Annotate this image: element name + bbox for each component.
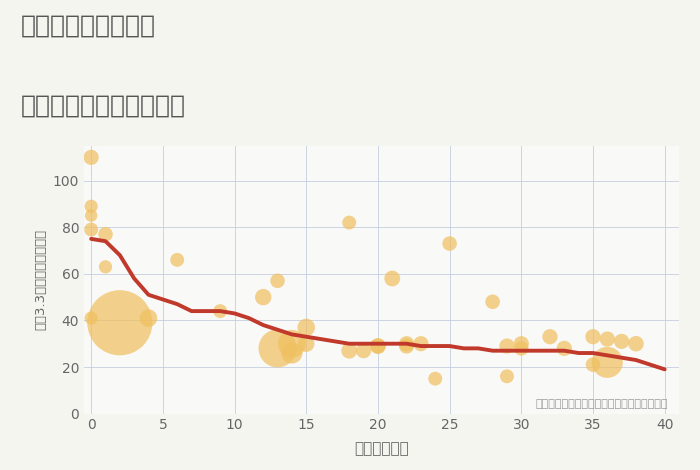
Point bbox=[85, 226, 97, 233]
Point bbox=[344, 219, 355, 227]
Point bbox=[631, 340, 642, 347]
Point bbox=[602, 335, 613, 343]
Point bbox=[143, 314, 154, 322]
Point bbox=[100, 263, 111, 271]
Text: 三重県津市中村町の: 三重県津市中村町の bbox=[21, 14, 156, 38]
Point bbox=[358, 347, 369, 354]
Point bbox=[372, 342, 384, 350]
Point bbox=[344, 347, 355, 354]
Point bbox=[258, 293, 269, 301]
Point bbox=[85, 314, 97, 322]
Point bbox=[587, 361, 598, 368]
Point bbox=[85, 203, 97, 210]
Point bbox=[516, 345, 527, 352]
Point bbox=[386, 275, 398, 282]
Point bbox=[602, 359, 613, 366]
Point bbox=[401, 342, 412, 350]
Point bbox=[300, 324, 312, 331]
Point bbox=[286, 349, 297, 357]
Point bbox=[300, 340, 312, 347]
Point bbox=[487, 298, 498, 306]
Point bbox=[215, 307, 226, 315]
Point bbox=[372, 342, 384, 350]
Point bbox=[272, 277, 284, 284]
Point bbox=[85, 212, 97, 219]
Point bbox=[616, 337, 627, 345]
X-axis label: 築年数（年）: 築年数（年） bbox=[354, 441, 409, 456]
Point bbox=[501, 373, 512, 380]
Point bbox=[559, 345, 570, 352]
Point bbox=[516, 340, 527, 347]
Point bbox=[85, 154, 97, 161]
Point bbox=[444, 240, 455, 247]
Point bbox=[172, 256, 183, 264]
Point bbox=[430, 375, 441, 383]
Point bbox=[272, 345, 284, 352]
Text: 円の大きさは、取引のあった物件面積を示す: 円の大きさは、取引のあった物件面積を示す bbox=[535, 399, 668, 409]
Point bbox=[415, 340, 426, 347]
Point bbox=[545, 333, 556, 340]
Point bbox=[100, 230, 111, 238]
Y-axis label: 坪（3.3㎡）単価（万円）: 坪（3.3㎡）単価（万円） bbox=[34, 229, 47, 330]
Point bbox=[286, 340, 297, 347]
Text: 築年数別中古戸建て価格: 築年数別中古戸建て価格 bbox=[21, 94, 186, 118]
Point bbox=[114, 319, 125, 327]
Point bbox=[587, 333, 598, 340]
Point bbox=[501, 342, 512, 350]
Point bbox=[401, 340, 412, 347]
